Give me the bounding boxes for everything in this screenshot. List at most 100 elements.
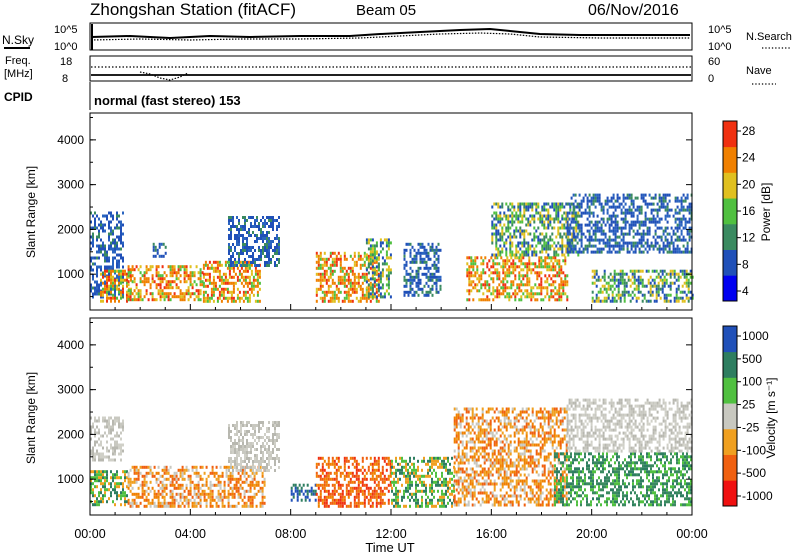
echo-cell (246, 281, 249, 285)
echo-cell (550, 295, 553, 299)
echo-cell (524, 283, 527, 287)
echo-cell (169, 298, 172, 302)
echo-cell (365, 483, 368, 487)
echo-cell (652, 247, 655, 251)
echo-cell (470, 256, 473, 260)
echo-cell (343, 257, 346, 261)
echo-cell (203, 495, 206, 499)
echo-cell (173, 280, 176, 284)
echo-cell (331, 251, 334, 255)
echo-cell (584, 244, 587, 248)
echo-cell (191, 271, 194, 275)
echo-cell (552, 289, 555, 293)
echo-cell (329, 477, 332, 481)
echo-cell (619, 269, 622, 273)
echo-cell (199, 477, 202, 481)
echo-cell (183, 498, 186, 502)
echo-cell (236, 430, 238, 433)
echo-cell (595, 269, 598, 273)
echo-cell (591, 281, 594, 285)
echo-cell (183, 495, 186, 499)
echo-cell (496, 262, 499, 266)
echo-cell (435, 290, 438, 294)
echo-cell (559, 205, 562, 209)
echo-cell (511, 241, 514, 245)
echo-cell (353, 287, 356, 291)
echo-cell (230, 430, 232, 433)
echo-cell (266, 243, 268, 246)
echo-cell (656, 226, 659, 230)
echo-cell (383, 295, 386, 299)
echo-cell (505, 241, 508, 245)
echo-cell (133, 477, 136, 481)
echo-cell (506, 256, 509, 260)
echo-cell (684, 208, 687, 212)
echo-cell (254, 249, 256, 252)
echo-cell (678, 223, 681, 227)
echo-cell (230, 234, 232, 237)
echo-cell (519, 232, 522, 236)
echo-cell (250, 216, 252, 219)
echo-cell (165, 274, 168, 278)
echo-cell (534, 283, 537, 287)
echo-cell (369, 295, 372, 299)
echo-cell (264, 460, 266, 463)
echo-cell (159, 501, 162, 505)
echo-cell (578, 250, 581, 254)
echo-cell (371, 474, 374, 478)
echo-cell (642, 220, 645, 224)
echo-cell (133, 277, 136, 281)
echo-cell (221, 501, 224, 505)
echo-cell (341, 281, 344, 285)
echo-cell (562, 286, 565, 290)
echo-cell (90, 259, 92, 263)
echo-cell (343, 299, 346, 303)
echo-cell (638, 226, 641, 230)
echo-cell (319, 495, 322, 499)
echo-cell (343, 281, 346, 285)
echo-cell (141, 480, 144, 484)
echo-cell (514, 274, 517, 278)
echo-cell (116, 284, 118, 288)
echo-cell (674, 238, 677, 242)
echo-cell (373, 462, 376, 466)
echo-cell (351, 266, 354, 270)
echo-cell (248, 234, 250, 237)
echo-cell (274, 264, 276, 267)
echo-cell (226, 290, 229, 294)
echo-cell (278, 433, 280, 436)
echo-cell (582, 247, 585, 251)
echo-cell (124, 473, 126, 477)
echo-cell (385, 241, 388, 245)
echo-cell (541, 208, 544, 212)
echo-cell (262, 240, 264, 243)
echo-cell (610, 223, 613, 227)
echo-cell (371, 253, 374, 257)
echo-cell (665, 296, 668, 300)
echo-cell (337, 287, 340, 291)
echo-cell (435, 275, 438, 279)
echo-cell (604, 199, 607, 203)
echo-cell (199, 271, 202, 275)
echo-cell (242, 225, 244, 228)
echo-cell (327, 257, 330, 261)
echo-cell (92, 235, 94, 239)
echo-cell (211, 471, 214, 475)
echo-cell (580, 235, 583, 239)
echo-cell (118, 476, 120, 480)
echo-cell (215, 504, 218, 508)
echo-cell (139, 265, 142, 269)
echo-cell (189, 492, 192, 496)
echo-cell (363, 477, 366, 481)
echo-cell (648, 244, 651, 248)
echo-cell (244, 225, 246, 228)
echo-cell (640, 205, 643, 209)
echo-cell (516, 292, 519, 296)
echo-cell (524, 262, 527, 266)
echo-cell (315, 278, 318, 282)
echo-cell (518, 265, 521, 269)
echo-cell (110, 220, 112, 224)
echo-cell (169, 268, 172, 272)
echo-cell (486, 289, 489, 293)
echo-cell (553, 220, 556, 224)
